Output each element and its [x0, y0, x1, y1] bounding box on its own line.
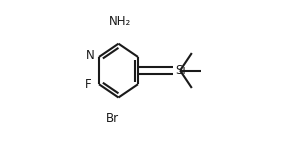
- Text: Br: Br: [106, 112, 119, 124]
- Text: Si: Si: [175, 64, 186, 77]
- Text: NH₂: NH₂: [109, 15, 131, 28]
- Text: N: N: [86, 49, 95, 62]
- Text: F: F: [85, 78, 91, 91]
